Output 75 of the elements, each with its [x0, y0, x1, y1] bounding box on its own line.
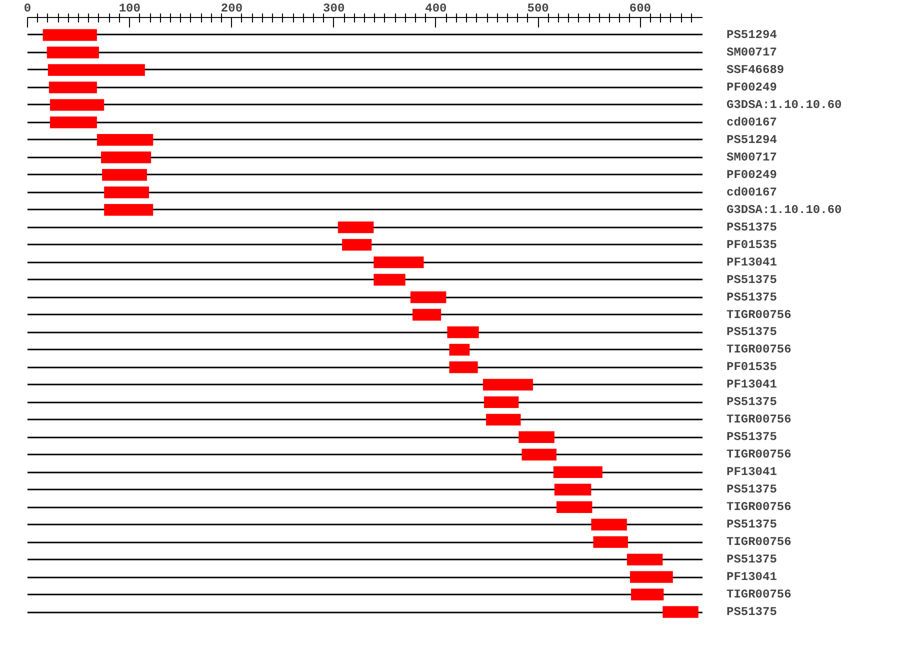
y-tick-label: SM00717: [726, 45, 777, 60]
bar: [48, 64, 145, 76]
bar: [662, 606, 698, 618]
bar: [342, 238, 372, 251]
bar: [48, 82, 97, 94]
y-tick-label: PF13041: [726, 570, 777, 584]
bar: [554, 484, 592, 496]
y-tick-label: TIGR00756: [726, 412, 792, 427]
y-tick-label: PS51294: [726, 132, 777, 147]
y-tick-label: PS51375: [726, 552, 777, 567]
bar: [104, 204, 154, 216]
y-tick-label: PS51375: [726, 325, 777, 340]
y-tick-label: PF01535: [726, 238, 777, 252]
bar: [518, 431, 554, 444]
y-tick-label: TIGR00756: [726, 535, 792, 550]
y-tick-label: cd00167: [726, 185, 777, 200]
y-tick-label: PF00249: [726, 80, 777, 94]
x-tick-label: 500: [527, 2, 549, 16]
y-tick-label: TIGR00756: [726, 448, 792, 462]
bar: [102, 169, 147, 181]
bar: [410, 291, 446, 304]
y-tick-label: PS51375: [726, 395, 777, 410]
x-tick-label: 100: [118, 2, 140, 16]
bar: [50, 116, 97, 128]
bar: [374, 274, 406, 286]
bar: [96, 134, 154, 146]
bar: [631, 588, 664, 600]
bar: [556, 501, 592, 513]
bar: [626, 554, 663, 566]
bar: [338, 221, 374, 234]
y-tick-label: PS51375: [726, 290, 777, 304]
y-tick-label: PF13041: [726, 465, 777, 480]
y-tick-label: PS51375: [726, 605, 777, 620]
bar: [374, 256, 424, 268]
bar: [482, 378, 533, 391]
bar: [486, 414, 521, 426]
y-tick-label: PS51294: [726, 28, 777, 42]
y-tick-label: G3DSA:1.10.10.60: [726, 202, 842, 217]
y-tick-label: SSF46689: [726, 62, 784, 77]
bar: [46, 46, 99, 58]
bar: [449, 344, 470, 356]
bar: [101, 152, 152, 164]
y-tick-label: G3DSA:1.10.10.60: [726, 98, 842, 112]
x-tick-label: 300: [323, 2, 345, 16]
y-tick-label: TIGR00756: [726, 308, 792, 322]
y-tick-label: PF01535: [726, 360, 777, 374]
y-tick-label: TIGR00756: [726, 342, 792, 357]
bar: [630, 571, 673, 583]
bar: [42, 29, 97, 41]
bar: [553, 466, 602, 478]
bar: [104, 186, 150, 198]
bar: [591, 518, 627, 530]
y-tick-label: PS51375: [726, 272, 777, 287]
y-tick-label: PS51375: [726, 518, 777, 532]
y-tick-label: cd00167: [726, 115, 777, 130]
x-tick-label: 0: [24, 2, 32, 16]
bar: [484, 396, 519, 408]
x-tick-label: 200: [220, 2, 243, 16]
y-tick-label: PF13041: [726, 378, 777, 392]
bar: [50, 99, 104, 111]
y-tick-label: PS51375: [726, 220, 777, 234]
y-tick-label: TIGR00756: [726, 588, 792, 602]
bar: [449, 361, 478, 374]
bar: [447, 326, 479, 338]
y-tick-label: PS51375: [726, 482, 777, 497]
bar: [412, 308, 442, 321]
bar: [522, 448, 556, 460]
bar: [593, 536, 628, 548]
y-tick-label: PF00249: [726, 168, 777, 182]
y-tick-label: SM00717: [726, 150, 777, 164]
x-tick-label: 400: [425, 2, 447, 16]
y-tick-label: PS51375: [726, 430, 777, 444]
y-tick-label: PF13041: [726, 255, 777, 270]
x-tick-label: 600: [629, 2, 652, 16]
y-tick-label: TIGR00756: [726, 500, 792, 514]
